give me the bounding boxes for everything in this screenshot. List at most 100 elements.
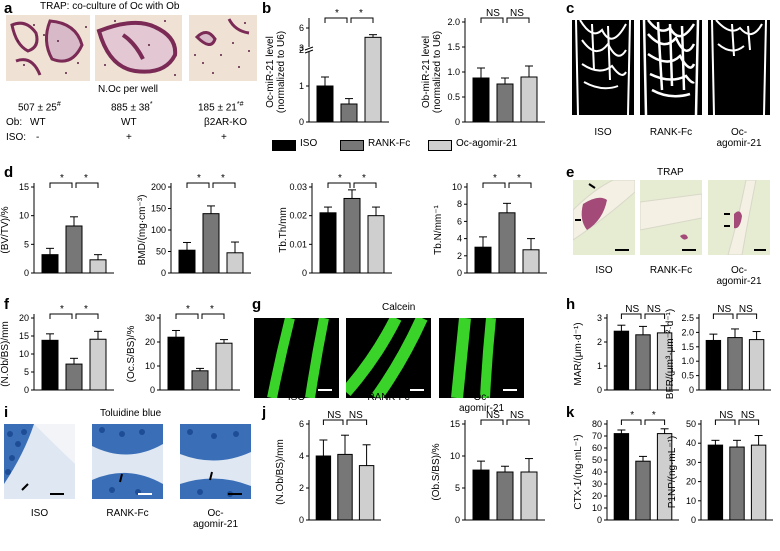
bar-rank-fc — [727, 337, 743, 391]
iso-value-3: + — [221, 132, 227, 143]
legend-label-rankfc: RANK-Fc — [368, 138, 411, 149]
y-tick-label: 15 — [19, 182, 29, 192]
chart-d4: 0 2 4 6 8 10 Tb.N/mm⁻¹ * * — [433, 173, 547, 278]
y-tick-label: 1.5 — [681, 342, 694, 352]
y-tick-label: 10 — [19, 349, 29, 359]
y-axis-label: Ob-miR-21 level(normalized to U6) — [421, 31, 443, 113]
bar-iso — [41, 254, 59, 274]
sig-label: NS — [647, 304, 661, 315]
sig-label: * — [84, 173, 88, 184]
microct-image-rankfc — [640, 20, 702, 115]
y-tick-label: 5 — [24, 367, 29, 377]
y-axis-label: (Ob.S/BS)/% — [431, 443, 442, 500]
y-tick-label: 8 — [457, 199, 462, 209]
panel-label-g: g — [252, 296, 262, 313]
y-tick-label: 200 — [151, 182, 166, 192]
sig-label: NS — [510, 410, 524, 421]
sig-bracket — [714, 419, 736, 425]
y-tick-label: 0 — [302, 268, 307, 278]
calcein-image-agomir — [439, 318, 524, 398]
chart-k1: 0 10 20 30 40 50 60 70 80 CTX-1/(ng·mL⁻¹) * * — [573, 410, 679, 525]
y-tick-label: 2 — [597, 337, 602, 347]
y-tick-label: 80 — [592, 419, 602, 429]
bar-iso — [319, 212, 337, 274]
panel-label-e: e — [566, 164, 575, 181]
sig-bracket — [49, 313, 73, 319]
bar-rank-fc — [337, 453, 353, 521]
y-tick-label: 3 — [299, 43, 304, 53]
y-tick-label: 50 — [156, 247, 166, 257]
legend-swatch-rankfc — [340, 140, 364, 151]
bar-oc-agomir-21 — [89, 338, 107, 391]
caption-c-rankfc: RANK-Fc — [649, 127, 693, 138]
panel-label-a: a — [4, 0, 13, 17]
sig-bracket — [327, 182, 351, 188]
bar-oc-agomir-21 — [226, 252, 244, 274]
sig-bracket — [712, 313, 734, 319]
y-tick-label: 60 — [592, 443, 602, 453]
bar-rank-fc — [635, 334, 651, 391]
legend-swatch-agomir — [428, 140, 452, 151]
y-axis-label: BFR/(μm³·μm⁻²·d⁻¹) — [665, 309, 676, 399]
bar-iso — [474, 246, 492, 274]
bar-iso — [472, 77, 490, 123]
panel-g-title: Calcein — [382, 302, 416, 313]
y-axis-label: MAR/(μm·d⁻¹) — [573, 322, 584, 385]
bar-oc-agomir-21 — [367, 215, 385, 274]
y-tick-label: 10 — [592, 503, 602, 513]
bar-rank-fc — [635, 460, 651, 521]
trap-image-3 — [189, 15, 257, 81]
sig-bracket — [353, 182, 377, 188]
bar-oc-agomir-21 — [364, 36, 382, 123]
sig-label: * — [517, 173, 521, 184]
panel-label-b: b — [262, 0, 272, 17]
sig-bracket — [620, 419, 642, 425]
y-axis-label: (N.Ob/BS)/mm — [0, 321, 11, 387]
y-tick-label: 70 — [592, 431, 602, 441]
chart-b: 0 1 23 6 Oc-miR-21 level(normalized to U6) * * — [265, 8, 389, 127]
bar-iso — [167, 336, 185, 391]
sig-label: * — [362, 173, 366, 184]
y-tick-label: 2.0 — [447, 17, 460, 27]
y-tick-label: 0.5 — [681, 371, 694, 381]
y-tick-label: 5 — [24, 239, 29, 249]
axis-break-mark — [304, 49, 314, 54]
y-tick-label: 10 — [686, 496, 696, 506]
sig-bracket — [322, 419, 344, 425]
sig-bracket — [482, 182, 506, 188]
y-tick-label: 0 — [299, 515, 304, 525]
y-tick-label: 2.5 — [681, 313, 694, 323]
iso-value-2: + — [126, 132, 132, 143]
y-tick-label: 4 — [457, 234, 462, 244]
y-tick-label: 1 — [299, 81, 304, 91]
noc-value-3: 185 ± 21*# — [198, 101, 244, 114]
sig-bracket — [508, 182, 532, 188]
bar-iso — [41, 339, 59, 391]
calcein-image-iso — [254, 318, 339, 398]
iso-label: ISO: — [6, 132, 27, 143]
sig-bracket — [644, 313, 666, 319]
caption-g-agomir: Oc- agomir-21 — [458, 392, 505, 414]
y-tick-label: 30 — [592, 479, 602, 489]
trap-bone-image-rankfc — [640, 180, 702, 255]
sig-label: * — [630, 410, 634, 421]
toluidine-image-iso — [4, 424, 75, 499]
ob-value-3: β2AR-KO — [204, 117, 247, 128]
ob-label: Ob: — [6, 117, 23, 128]
y-tick-label: 6 — [299, 23, 304, 33]
bar-rank-fc — [340, 103, 358, 123]
panel-i-title: Toluidine blue — [100, 408, 162, 419]
noc-value-1: 507 ± 25# — [18, 101, 61, 114]
chart-j1: 0 2 4 6 (N.Ob/BS)/mm NS NS — [275, 410, 381, 525]
sig-label: * — [359, 8, 363, 19]
sig-label: * — [335, 8, 339, 19]
panel-label-j: j — [262, 404, 267, 421]
ob-value-1: WT — [30, 117, 46, 128]
sig-label: NS — [741, 410, 755, 421]
panel-a-title: TRAP: co-culture of Oc with Ob — [40, 1, 180, 12]
sig-bracket — [506, 17, 530, 23]
chart-h1: 0 1 2 3 MAR/(μm·d⁻¹) NS NS — [573, 304, 679, 395]
caption-g-rankfc: RANK-Fc — [367, 392, 410, 403]
y-axis-label: Oc-miR-21 level(normalized to U6) — [265, 31, 287, 113]
